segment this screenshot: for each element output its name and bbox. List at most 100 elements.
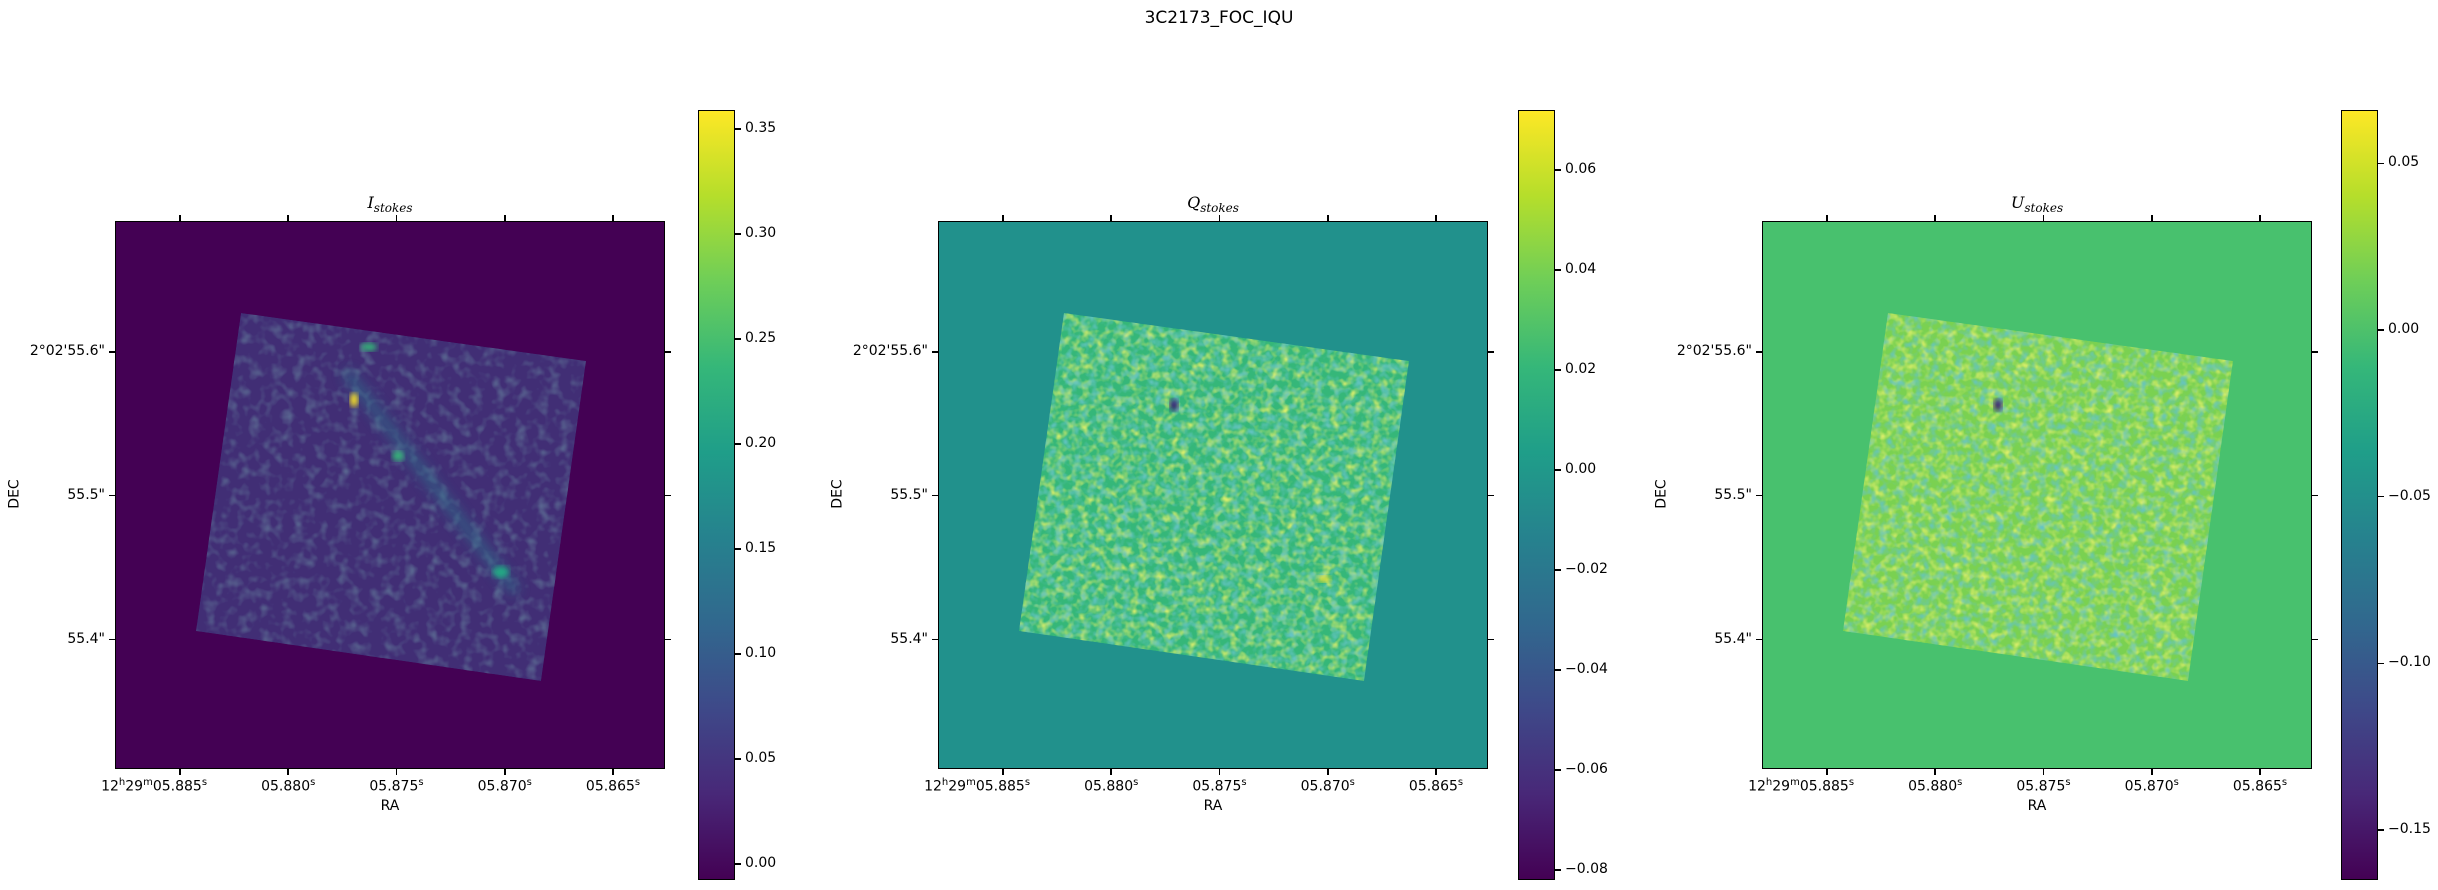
unit-s: s: [201, 777, 208, 788]
ra-minutes: 29: [125, 778, 144, 795]
colorbar-tick-mark: [1555, 469, 1561, 471]
ra-seconds: 05.885: [1799, 778, 1849, 795]
colorbar-tick-mark: [1555, 369, 1561, 371]
ra-seconds: 05.870: [2124, 778, 2174, 795]
unit-s: s: [2065, 777, 2071, 788]
y-tick-mark: [1756, 494, 1762, 497]
x-tick-mark: [2042, 215, 2045, 221]
x-tick-mark: [179, 215, 181, 221]
unit-h: h: [941, 777, 949, 788]
colorbar-tick-mark: [735, 653, 741, 655]
ra-seconds: 05.870: [1300, 778, 1350, 795]
x-tick-label: 05.875s: [2016, 777, 2070, 795]
x-tick-mark: [1110, 769, 1112, 775]
ra-seconds: 05.875: [1192, 778, 1242, 795]
x-tick-mark: [179, 769, 181, 775]
ra-seconds: 05.875: [369, 778, 419, 795]
unit-s: s: [310, 777, 316, 788]
y-tick-mark: [1488, 351, 1494, 353]
x-tick-label: 12h29m05.885s: [1748, 777, 1854, 795]
x-tick-mark: [1934, 215, 1936, 221]
x-tick-mark: [1826, 215, 1828, 221]
colorbar-tick-mark: [735, 863, 741, 865]
unit-h: h: [1765, 777, 1773, 788]
field-shade: [196, 313, 586, 681]
y-tick-mark: [1756, 351, 1762, 353]
y-axis-label: DEC: [829, 479, 846, 509]
jet-knot-bright: [350, 393, 358, 407]
x-tick-label: 05.880s: [261, 777, 315, 795]
y-tick-label: 55.4": [1714, 630, 1752, 647]
unit-s: s: [634, 777, 641, 788]
field-noise-low: [1843, 313, 2233, 681]
observed-field: [1843, 313, 2233, 681]
negative-spot: [1170, 399, 1178, 411]
colorbar-tick-mark: [2378, 162, 2384, 165]
unit-s: s: [1349, 777, 1355, 788]
x-tick-mark: [2151, 769, 2153, 775]
stokes-image: [1763, 222, 2311, 768]
panel-title-base: U: [2010, 193, 2025, 212]
ra-seconds: 05.865: [585, 778, 635, 795]
colorbar-tick-label: 0.00: [745, 855, 777, 872]
unit-m: m: [966, 777, 976, 788]
ra-seconds: 05.880: [1084, 778, 1134, 795]
colorbar-tick-mark: [1555, 769, 1561, 771]
colorbar-tick-mark: [1555, 169, 1561, 171]
colorbar-tick-label: −0.04: [1565, 661, 1608, 677]
y-tick-label: 55.5": [1714, 486, 1752, 503]
x-tick-label: 05.865s: [2233, 777, 2287, 795]
unit-s: s: [2281, 777, 2288, 788]
x-tick-mark: [1327, 769, 1329, 775]
y-tick-mark: [1488, 494, 1494, 497]
ra-seconds: 05.875: [2016, 778, 2066, 795]
ra-seconds: 05.880: [261, 778, 311, 795]
y-tick-label: 55.4": [67, 630, 105, 647]
colorbar-tick-label: 0.35: [745, 119, 777, 136]
ra-seconds: 05.865: [1408, 778, 1458, 795]
y-tick-mark: [2312, 638, 2318, 641]
x-tick-mark: [395, 769, 398, 775]
stokes-image: [939, 222, 1487, 768]
field-noise: [196, 313, 586, 681]
colorbar-tick-label: 0.04: [1565, 261, 1597, 277]
colorbar: [2341, 110, 2378, 880]
unit-s: s: [1133, 777, 1139, 788]
panel-title: Qstokes: [1187, 193, 1239, 215]
colorbar-tick-label: −0.06: [1565, 761, 1608, 777]
y-tick-mark: [665, 638, 671, 641]
figure-title: 3C2173_FOC_IQU: [1144, 8, 1294, 28]
x-tick-mark: [2259, 769, 2261, 775]
y-tick-mark: [109, 351, 115, 353]
positive-spot: [1317, 576, 1331, 582]
jet: [342, 368, 520, 596]
y-tick-label: 2°02'55.6": [29, 342, 105, 359]
jet-knot: [361, 343, 377, 351]
colorbar-tick-mark: [735, 128, 741, 130]
ra-seconds: 05.885: [152, 778, 202, 795]
colorbar-tick-label: 0.25: [745, 330, 777, 346]
colorbar-tick-mark: [735, 758, 741, 760]
colorbar-tick-mark: [735, 443, 741, 445]
y-tick-mark: [932, 351, 938, 353]
ra-hours: 12: [101, 778, 119, 795]
colorbar: [1518, 110, 1555, 880]
colorbar-tick-mark: [1555, 869, 1561, 871]
x-tick-label: 12h29m05.885s: [924, 777, 1030, 795]
colorbar-tick-mark: [735, 233, 741, 235]
x-tick-mark: [1826, 769, 1828, 775]
colorbar-tick-label: 0.20: [745, 435, 777, 452]
unit-m: m: [143, 777, 153, 788]
y-tick-mark: [665, 351, 671, 353]
x-tick-mark: [504, 215, 506, 221]
x-tick-mark: [2042, 769, 2045, 775]
ra-seconds: 05.880: [1908, 778, 1958, 795]
ra-minutes: 29: [948, 778, 967, 795]
colorbar-tick-label: −0.15: [2388, 821, 2431, 837]
y-tick-label: 55.5": [890, 486, 928, 503]
unit-h: h: [118, 777, 126, 788]
colorbar-tick-mark: [2378, 662, 2384, 665]
colorbar-tick-label: 0.00: [2388, 321, 2420, 337]
x-tick-label: 05.880s: [1084, 777, 1138, 795]
ra-seconds: 05.865: [2232, 778, 2282, 795]
